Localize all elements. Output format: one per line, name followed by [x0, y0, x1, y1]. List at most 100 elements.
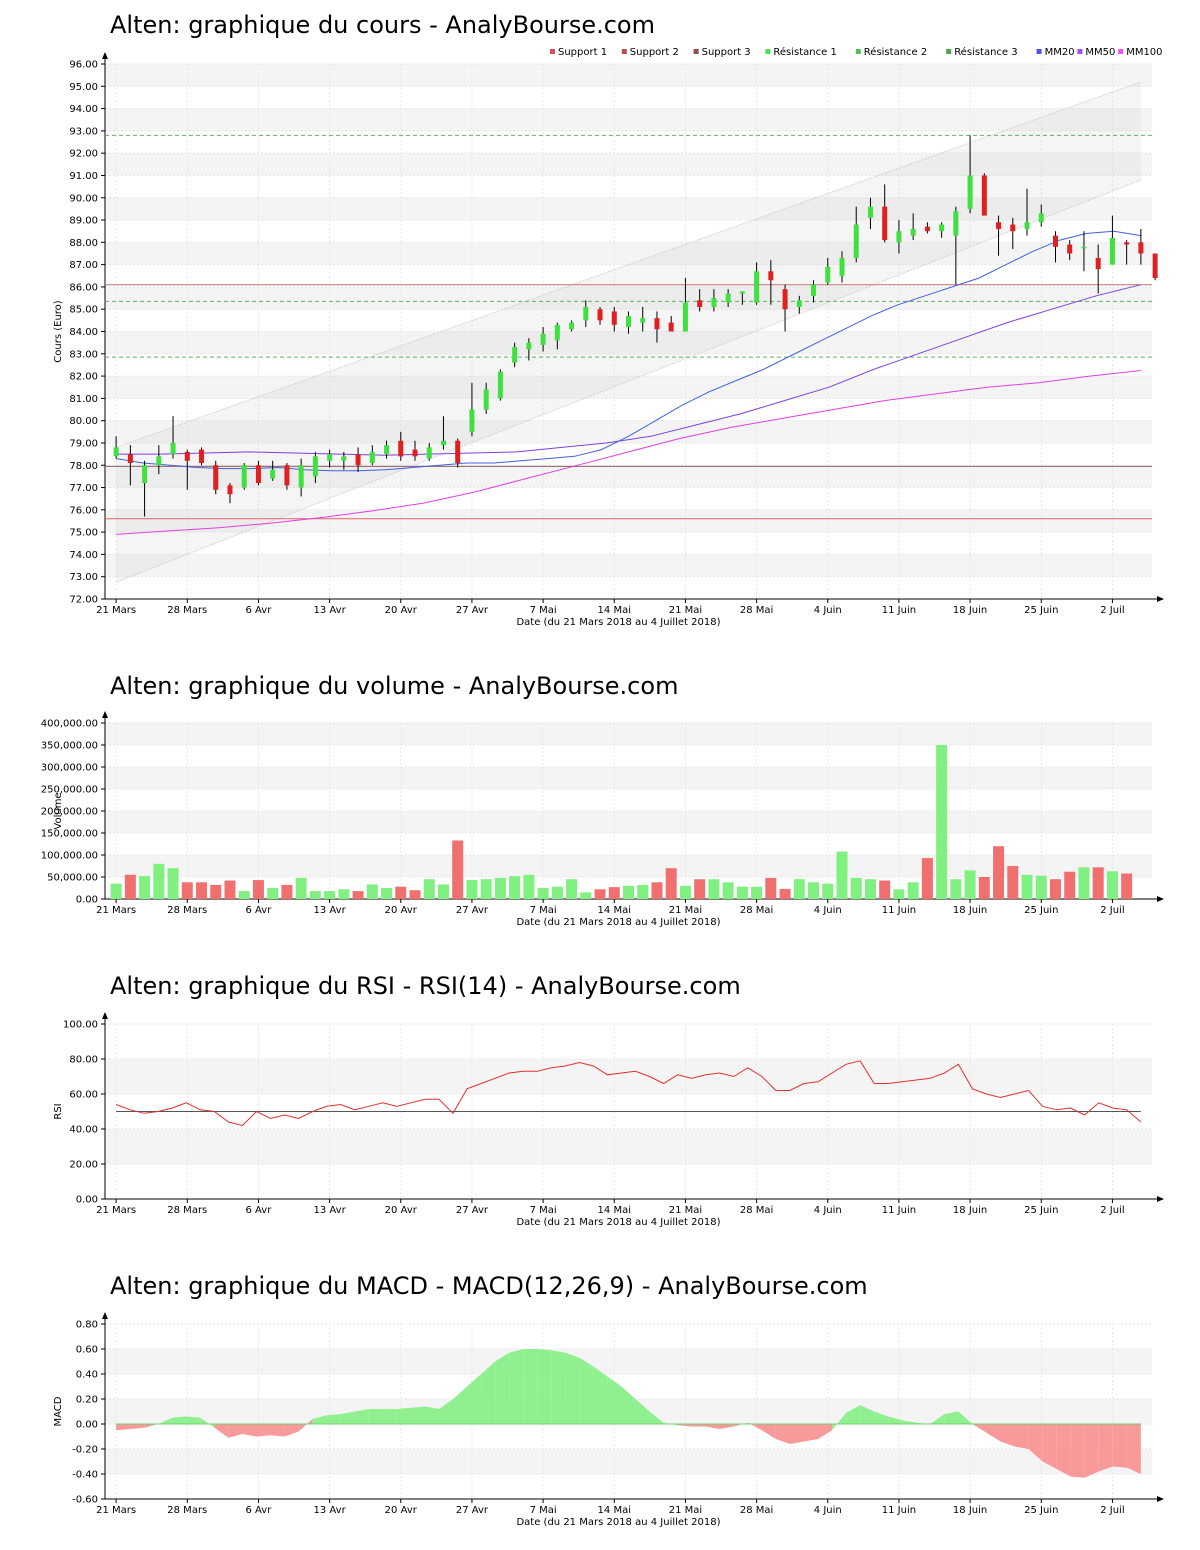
x-tick-label: 14 Mai: [598, 905, 631, 916]
volume-bar: [1021, 874, 1033, 899]
chart-panel-3: Alten: graphique du MACD - MACD(12,26,9)…: [53, 1272, 1164, 1528]
volume-bar: [779, 888, 791, 899]
volume-bar: [1007, 866, 1019, 899]
volume-bar: [139, 876, 151, 899]
x-tick-label: 28 Mai: [740, 905, 773, 916]
volume-bar: [309, 891, 321, 899]
x-tick-label: 7 Mai: [530, 1205, 557, 1216]
candle-body: [199, 449, 205, 464]
volume-bar: [295, 877, 307, 899]
y-tick-label: 350,000.00: [41, 741, 98, 752]
channel-lower-line: [115, 179, 1142, 583]
volume-bar: [1092, 867, 1104, 899]
volume-bar: [252, 880, 264, 899]
macd-area-segment: [832, 1412, 847, 1431]
y-tick-label: 77.00: [69, 483, 98, 494]
grid-band: [105, 723, 1152, 745]
candle-body: [440, 440, 446, 446]
candle-body: [640, 318, 646, 323]
macd-area-segment: [1126, 1424, 1141, 1474]
volume-bar: [281, 884, 293, 899]
grid-band: [105, 509, 1152, 533]
x-tick-label: 18 Juin: [953, 905, 987, 916]
volume-bar: [893, 889, 905, 899]
volume-bar: [694, 879, 706, 899]
macd-area-segment: [200, 1417, 215, 1428]
volume-bar: [1035, 875, 1047, 899]
grid-band: [105, 767, 1152, 789]
legend-swatch: [1118, 49, 1124, 54]
macd-area-segment: [565, 1352, 580, 1424]
x-tick-label: 21 Mai: [669, 1205, 702, 1216]
volume-bar: [494, 877, 506, 899]
volume-bar: [324, 891, 336, 899]
macd-area-segment: [958, 1411, 973, 1424]
macd-area-segment: [775, 1424, 790, 1444]
volume-bar: [523, 874, 535, 899]
candle-body: [1067, 244, 1073, 254]
volume-bar: [238, 891, 250, 899]
x-axis-label: Date (du 21 Mars 2018 au 4 Juillet 2018): [516, 617, 720, 628]
macd-area-segment: [382, 1409, 397, 1424]
grid-band: [105, 376, 1152, 399]
x-tick-label: 7 Mai: [530, 905, 557, 916]
y-tick-label: 40.00: [69, 1125, 98, 1136]
legend-entry: MM50: [1085, 47, 1115, 58]
grid-band: [105, 811, 1152, 833]
macd-area-segment: [930, 1414, 945, 1424]
macd-area-segment: [747, 1422, 762, 1431]
x-tick-label: 27 Avr: [456, 1505, 489, 1516]
x-axis-label: Date (du 21 Mars 2018 au 4 Juillet 2018): [516, 917, 720, 928]
candle-body: [113, 447, 119, 457]
volume-bar: [509, 876, 521, 899]
macd-area-segment: [789, 1424, 804, 1444]
macd-area-segment: [284, 1424, 299, 1437]
candle-body: [867, 206, 873, 218]
macd-area-segment: [130, 1424, 145, 1429]
x-tick-label: 2 Juil: [1100, 905, 1124, 916]
macd-area-segment: [691, 1424, 706, 1427]
macd-area-segment: [944, 1411, 959, 1424]
macd-area-segment: [354, 1409, 369, 1424]
candle-body: [1010, 224, 1016, 232]
macd-area-segment: [256, 1424, 271, 1437]
volume-bar: [466, 880, 478, 899]
y-axis-arrow: [102, 1312, 108, 1319]
volume-bar: [181, 882, 193, 899]
x-tick-label: 11 Juin: [882, 1505, 916, 1516]
volume-bar: [594, 889, 606, 899]
grid-band: [105, 286, 1152, 310]
volume-bar: [751, 886, 763, 899]
volume-bar: [864, 879, 876, 899]
candle-body: [312, 456, 318, 477]
x-tick-label: 2 Juil: [1100, 605, 1124, 616]
candle-body: [1109, 237, 1115, 265]
candle-body: [455, 440, 461, 464]
x-axis-arrow: [1157, 1496, 1164, 1502]
y-tick-label: -0.40: [72, 1470, 98, 1481]
y-tick-label: 100.00: [63, 1020, 98, 1031]
volume-bar: [964, 870, 976, 899]
x-tick-label: 20 Avr: [385, 905, 418, 916]
x-tick-label: 11 Juin: [882, 605, 916, 616]
candle-body: [512, 347, 518, 363]
macd-area-segment: [1098, 1424, 1113, 1472]
macd-area-segment: [719, 1424, 734, 1429]
candle-body: [412, 449, 418, 457]
candle-body: [967, 175, 973, 209]
grid-band: [105, 153, 1152, 176]
x-tick-label: 4 Juin: [814, 605, 842, 616]
legend-swatch: [550, 49, 555, 54]
grid-band: [105, 855, 1152, 877]
volume-bar: [537, 888, 549, 899]
macd-area-segment: [593, 1366, 608, 1424]
volume-bar: [907, 882, 919, 899]
candle-body: [910, 228, 916, 236]
candle-body: [583, 306, 589, 321]
macd-area-segment: [677, 1424, 692, 1427]
chart-panel-0: Alten: graphique du cours - AnalyBourse.…: [53, 11, 1164, 628]
volume-bar: [480, 879, 492, 899]
macd-area-segment: [1000, 1424, 1015, 1447]
y-axis-arrow: [102, 1012, 108, 1019]
candle-body: [939, 224, 945, 232]
